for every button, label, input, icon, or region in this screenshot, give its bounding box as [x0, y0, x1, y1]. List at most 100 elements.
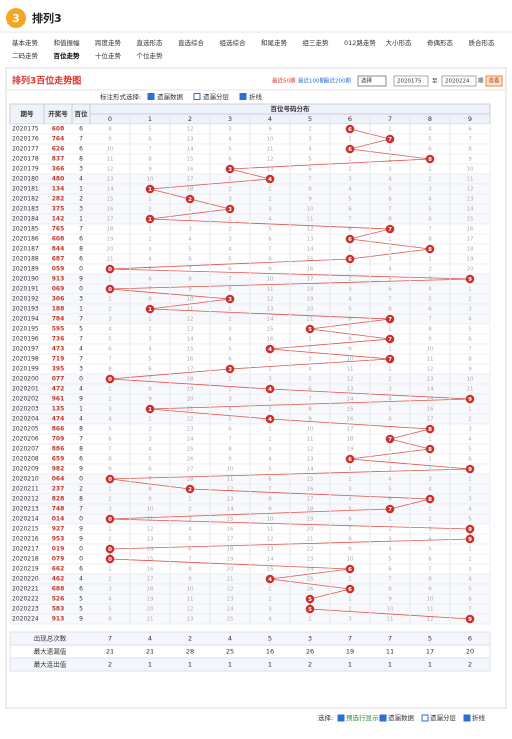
- miss-value: 12: [307, 227, 314, 233]
- miss-value: 14: [147, 547, 154, 553]
- miss-value: 6: [148, 137, 152, 143]
- input-to[interactable]: [441, 75, 477, 87]
- nav-link[interactable]: 基本走势: [12, 38, 39, 47]
- miss-value: 6: [348, 517, 352, 523]
- miss-value: 17: [107, 217, 114, 223]
- input-from[interactable]: [393, 75, 429, 87]
- issue: 2020184: [12, 216, 39, 223]
- miss-value: 2: [228, 187, 232, 193]
- miss-value: 2: [468, 417, 472, 423]
- miss-value: 2: [468, 487, 472, 493]
- miss-value: 20: [147, 607, 154, 613]
- miss-value: 7: [468, 607, 472, 613]
- footer-option[interactable]: 遗漏分层: [430, 713, 457, 722]
- miss-value: 8: [108, 367, 112, 373]
- miss-value: 17: [187, 367, 194, 373]
- miss-value: 11: [147, 517, 154, 523]
- nav-link[interactable]: 二码走势: [12, 51, 39, 60]
- nav-link[interactable]: 十位走势: [95, 51, 122, 60]
- checkbox[interactable]: [463, 714, 471, 722]
- nav-link[interactable]: 组三走势: [303, 38, 330, 47]
- draw: 866: [52, 426, 65, 433]
- view-button[interactable]: [485, 75, 503, 87]
- option-label[interactable]: 遗漏分层: [203, 92, 230, 101]
- draw: 608: [52, 126, 65, 133]
- miss-value: 19: [347, 447, 354, 453]
- checkbox[interactable]: [193, 93, 201, 100]
- nav-link[interactable]: 直选形态: [137, 38, 164, 47]
- miss-value: 1: [268, 187, 272, 193]
- miss-value: 8: [148, 487, 152, 493]
- checkbox[interactable]: [379, 714, 387, 722]
- nav-link[interactable]: 百位走势: [54, 51, 81, 60]
- hit-digit: 9: [468, 617, 472, 623]
- miss-value: 5: [468, 517, 472, 523]
- miss-value: 9: [468, 367, 472, 373]
- stats-value: 6: [468, 635, 472, 643]
- hit-digit: 0: [108, 557, 112, 563]
- stats-value: 25: [226, 648, 234, 656]
- hit-ball: [265, 174, 275, 184]
- miss-value: 2: [188, 507, 192, 513]
- miss-value: 6: [428, 147, 432, 153]
- footer-option[interactable]: 折线: [472, 713, 486, 722]
- miss-value: 6: [388, 497, 392, 503]
- stats-value: 5: [428, 635, 432, 643]
- option-label[interactable]: 折线: [249, 92, 263, 101]
- draw: 608: [52, 236, 65, 243]
- hit-ball: [145, 404, 155, 414]
- quick-link[interactable]: 最近200期: [324, 77, 351, 85]
- input-to-text: 2020224: [445, 79, 470, 85]
- option-label[interactable]: 遗漏数据: [157, 92, 184, 101]
- miss-value: 5: [188, 537, 192, 543]
- miss-value: 2: [108, 537, 112, 543]
- footer-option[interactable]: 遗漏数据: [388, 713, 415, 722]
- miss-value: 2: [388, 527, 392, 533]
- issue: 2020177: [12, 146, 39, 153]
- nav-link[interactable]: 012路走势: [344, 38, 376, 47]
- quick-link[interactable]: 最近100期: [298, 77, 325, 85]
- nav-link[interactable]: 大小形态: [386, 38, 413, 47]
- hundreds: 0: [79, 516, 83, 523]
- miss-value: 14: [307, 247, 314, 253]
- issue: 2020210: [12, 476, 39, 483]
- checkbox[interactable]: [239, 93, 247, 100]
- miss-value: 3: [428, 477, 432, 483]
- hit-ball: [345, 254, 355, 264]
- checkbox[interactable]: [421, 714, 429, 722]
- hit-digit: 7: [388, 337, 392, 343]
- miss-value: 2: [228, 387, 232, 393]
- miss-value: 18: [187, 377, 194, 383]
- hit-ball: [465, 524, 475, 534]
- miss-value: 5: [388, 277, 392, 283]
- select-box[interactable]: [357, 75, 387, 87]
- nav-link[interactable]: 组选综合: [220, 38, 247, 47]
- miss-value: 10: [307, 207, 314, 213]
- nav-link[interactable]: 和值振幅: [54, 38, 81, 47]
- hundreds: 4: [79, 176, 83, 183]
- miss-value: 21: [307, 317, 314, 323]
- miss-value: 3: [348, 177, 352, 183]
- draw: 748: [52, 506, 65, 513]
- footer-option[interactable]: 预选行显示: [346, 713, 379, 722]
- issue: 2020214: [12, 516, 39, 523]
- hundreds: 4: [79, 386, 83, 393]
- nav-link[interactable]: 直选综合: [178, 38, 205, 47]
- draw: 913: [52, 616, 65, 623]
- issue: 2020195: [12, 326, 39, 333]
- nav-link[interactable]: 和尾走势: [261, 38, 288, 47]
- hit-ball: [265, 384, 275, 394]
- nav-link[interactable]: 质合形态: [469, 38, 496, 47]
- miss-value: 6: [388, 287, 392, 293]
- draw: 069: [52, 286, 65, 293]
- nav-link[interactable]: 跨度走势: [95, 38, 122, 47]
- checkbox[interactable]: [147, 93, 155, 100]
- miss-value: 4: [308, 147, 312, 153]
- issue: 2020190: [12, 276, 39, 283]
- checkbox[interactable]: [337, 714, 345, 722]
- miss-value: 17: [187, 177, 194, 183]
- nav-link[interactable]: 奇偶形态: [427, 38, 454, 47]
- miss-value: 7: [188, 557, 192, 563]
- quick-link[interactable]: 最近50期: [272, 77, 296, 85]
- nav-link[interactable]: 个位走势: [137, 51, 164, 60]
